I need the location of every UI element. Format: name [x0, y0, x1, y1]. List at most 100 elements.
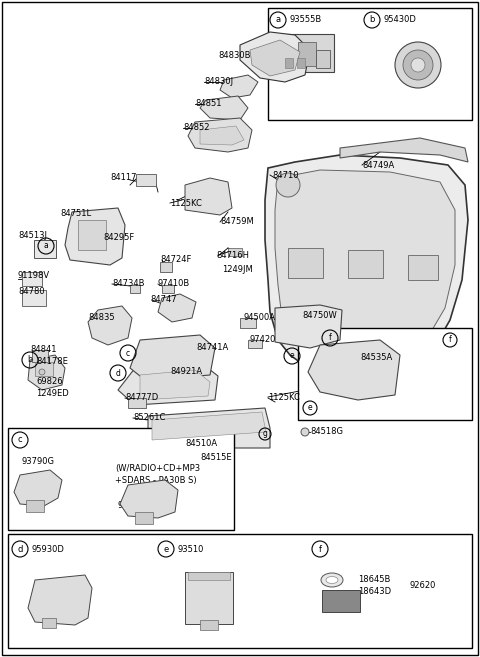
Polygon shape	[200, 96, 248, 120]
Text: 69826: 69826	[36, 378, 62, 386]
Text: 93790G: 93790G	[22, 457, 55, 466]
Bar	[128, 398, 146, 408]
Polygon shape	[275, 170, 455, 368]
Text: a: a	[276, 16, 281, 24]
Text: 84841: 84841	[30, 344, 57, 353]
Bar	[297, 58, 305, 68]
Circle shape	[39, 369, 45, 375]
Text: e: e	[163, 545, 168, 553]
Bar	[282, 34, 334, 72]
Text: g: g	[263, 430, 267, 438]
Polygon shape	[118, 362, 218, 405]
Text: 84515E: 84515E	[200, 453, 232, 463]
Text: 1125KC: 1125KC	[170, 198, 202, 208]
Polygon shape	[250, 40, 300, 76]
Polygon shape	[275, 305, 342, 348]
Text: 84852: 84852	[183, 124, 209, 133]
Bar	[8, 534, 472, 648]
Bar	[8, 428, 234, 530]
Polygon shape	[185, 178, 232, 215]
Bar	[316, 50, 330, 68]
Text: f: f	[319, 545, 322, 553]
Text: d: d	[17, 545, 23, 553]
Text: 84921A: 84921A	[170, 367, 202, 376]
Bar	[130, 285, 140, 293]
Polygon shape	[340, 138, 468, 162]
Text: b: b	[369, 16, 375, 24]
Text: 84535A: 84535A	[360, 353, 392, 363]
Bar	[35, 362, 53, 376]
Polygon shape	[28, 575, 92, 625]
Ellipse shape	[326, 576, 338, 583]
Bar	[26, 500, 44, 512]
Text: 94500A: 94500A	[244, 313, 276, 323]
Bar	[22, 272, 42, 286]
Bar	[135, 512, 153, 524]
Text: c: c	[126, 348, 130, 357]
Text: 1249JM: 1249JM	[222, 265, 253, 275]
Bar	[288, 248, 323, 278]
Text: 84510A: 84510A	[185, 440, 217, 449]
Bar	[285, 58, 293, 68]
Text: 97410B: 97410B	[158, 279, 190, 288]
Text: 84178E: 84178E	[36, 357, 68, 367]
Text: 91198V: 91198V	[18, 271, 50, 279]
Ellipse shape	[403, 50, 433, 80]
Text: 95930D: 95930D	[32, 545, 65, 553]
Polygon shape	[188, 118, 252, 152]
Polygon shape	[148, 408, 270, 448]
Text: 18645B: 18645B	[358, 576, 390, 585]
Polygon shape	[240, 32, 310, 82]
Bar	[185, 572, 233, 624]
Bar	[348, 250, 383, 278]
Bar	[22, 290, 46, 306]
Text: a: a	[44, 242, 48, 250]
Bar	[248, 340, 262, 348]
Text: 1249ED: 1249ED	[36, 390, 69, 399]
Text: 84749A: 84749A	[362, 160, 394, 170]
Text: c: c	[18, 436, 22, 445]
Text: 84780: 84780	[18, 288, 45, 296]
Polygon shape	[28, 355, 65, 390]
Text: f: f	[449, 336, 451, 344]
Circle shape	[301, 428, 309, 436]
Bar	[34, 240, 56, 258]
Text: 84117: 84117	[110, 173, 136, 183]
Text: 93555B: 93555B	[289, 16, 321, 24]
Bar	[136, 174, 156, 186]
Polygon shape	[88, 306, 132, 345]
Text: 84830B: 84830B	[218, 51, 251, 60]
Text: 84716H: 84716H	[216, 250, 249, 260]
Bar	[298, 328, 472, 420]
Text: e: e	[308, 403, 312, 413]
Text: 84710: 84710	[272, 171, 299, 179]
Ellipse shape	[395, 42, 441, 88]
Polygon shape	[308, 340, 400, 400]
Bar	[240, 318, 256, 328]
Text: 84295F: 84295F	[103, 233, 134, 242]
Text: 85261C: 85261C	[133, 413, 166, 422]
Text: 84851: 84851	[195, 99, 221, 108]
Polygon shape	[152, 412, 266, 440]
Polygon shape	[200, 126, 244, 145]
Bar	[162, 285, 174, 293]
Text: (W/RADIO+CD+MP3: (W/RADIO+CD+MP3	[115, 463, 200, 472]
Text: 84777D: 84777D	[125, 394, 158, 403]
Ellipse shape	[411, 58, 425, 72]
Text: +SDARS - PA30B S): +SDARS - PA30B S)	[115, 476, 197, 486]
Bar	[78, 220, 106, 250]
Text: 84751L: 84751L	[60, 208, 91, 217]
Text: d: d	[116, 369, 120, 378]
Circle shape	[276, 173, 300, 197]
Text: 95430D: 95430D	[383, 16, 416, 24]
Polygon shape	[265, 155, 468, 382]
Bar	[32, 350, 48, 362]
Polygon shape	[65, 208, 125, 265]
Text: 92620: 92620	[410, 581, 436, 591]
Text: 18643D: 18643D	[358, 587, 391, 597]
Text: 84835: 84835	[88, 313, 115, 323]
Bar	[322, 590, 360, 612]
Text: 84513J: 84513J	[18, 231, 47, 240]
Polygon shape	[140, 370, 210, 400]
Text: 93792A: 93792A	[118, 501, 150, 509]
